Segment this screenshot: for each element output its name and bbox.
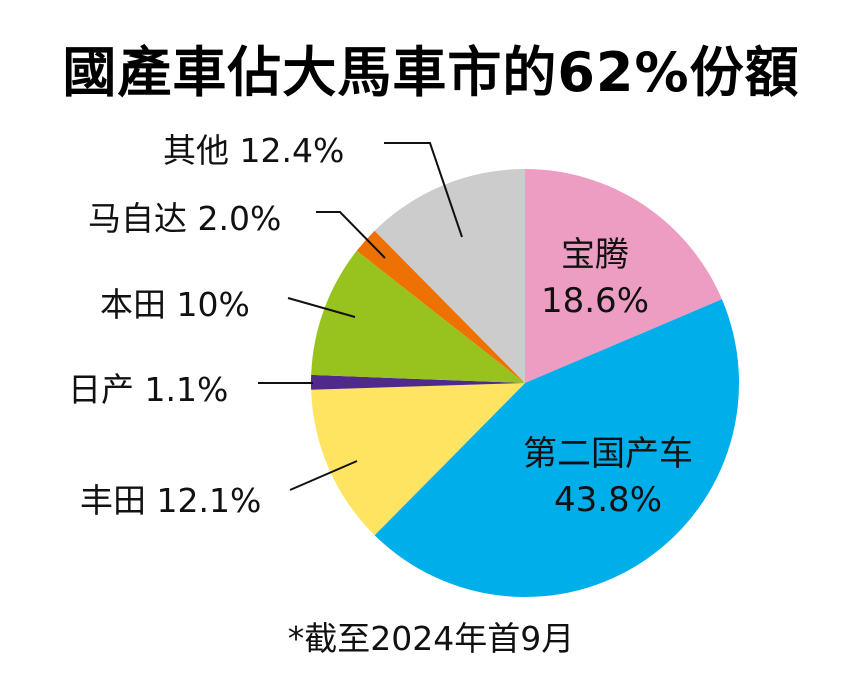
pie-slices bbox=[311, 169, 739, 597]
label-perodua: 第二国产车 43.8% bbox=[488, 431, 728, 523]
leader-line-others bbox=[384, 142, 463, 238]
label-perodua-name: 第二国产车 bbox=[523, 434, 693, 474]
label-proton: 宝腾 18.6% bbox=[530, 232, 660, 324]
label-others: 其他 12.4% bbox=[163, 131, 345, 170]
leader-line-toyota bbox=[289, 460, 358, 491]
pie-slice bbox=[311, 374, 525, 390]
leader-line-honda bbox=[287, 297, 356, 318]
pie-slice bbox=[525, 169, 722, 383]
label-toyota: 丰田 12.1% bbox=[80, 481, 262, 520]
label-proton-name: 宝腾 bbox=[561, 235, 629, 275]
label-nissan: 日产 1.1% bbox=[68, 370, 229, 409]
pie-slice bbox=[356, 230, 525, 383]
pie-slice bbox=[374, 169, 525, 383]
pie-slice bbox=[374, 299, 739, 597]
leader-line-mazda bbox=[316, 211, 386, 259]
leader-lines bbox=[258, 142, 463, 491]
label-perodua-pct: 43.8% bbox=[553, 480, 662, 520]
label-honda: 本田 10% bbox=[100, 285, 250, 324]
pie-slice bbox=[311, 383, 525, 536]
footnote: *截至2024年首9月 bbox=[287, 619, 575, 658]
label-proton-pct: 18.6% bbox=[540, 281, 649, 321]
pie-slice bbox=[311, 250, 525, 383]
label-mazda: 马自达 2.0% bbox=[88, 199, 282, 238]
chart-title: 國產車佔大馬車市的62%份額 bbox=[62, 41, 800, 104]
